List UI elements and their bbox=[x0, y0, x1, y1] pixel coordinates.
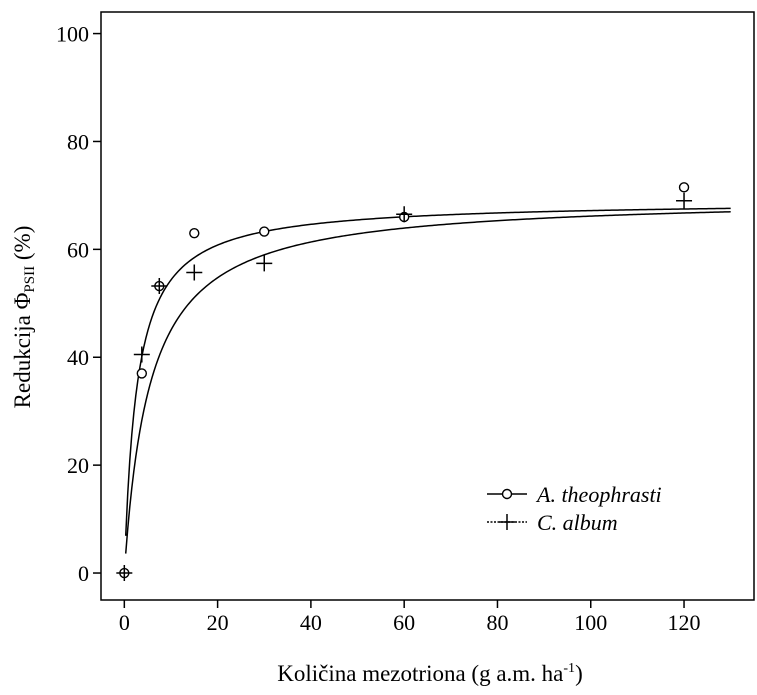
legend-label-2: C. album bbox=[537, 510, 618, 535]
legend: A. theophrasti C. album bbox=[487, 482, 662, 535]
y-tick-label: 100 bbox=[56, 22, 89, 47]
legend-marker-1 bbox=[501, 488, 513, 500]
point-series-2 bbox=[396, 206, 413, 223]
y-tick-label: 20 bbox=[67, 453, 89, 478]
y-axis-label-suffix: (%) bbox=[10, 226, 35, 266]
x-axis-label-superscript: -1 bbox=[563, 661, 575, 676]
y-tick-label: 80 bbox=[67, 129, 89, 154]
point-series-1 bbox=[189, 227, 200, 239]
x-tick-label: 60 bbox=[393, 610, 415, 635]
y-axis-label-prefix: Redukcija Φ bbox=[10, 292, 35, 408]
point-series-2 bbox=[116, 565, 133, 582]
fit-curve-2 bbox=[124, 211, 731, 554]
x-tick-label: 120 bbox=[668, 610, 701, 635]
x-tick-label: 100 bbox=[574, 610, 607, 635]
y-axis-label: Redukcija ΦPSII (%) bbox=[10, 226, 38, 409]
point-series-1 bbox=[259, 226, 270, 237]
point-series-1 bbox=[678, 182, 690, 193]
point-series-2 bbox=[676, 192, 693, 209]
y-tick-label: 60 bbox=[67, 237, 89, 262]
plot-frame bbox=[100, 11, 755, 601]
point-series-2 bbox=[256, 255, 273, 272]
y-tick-label: 0 bbox=[78, 561, 89, 586]
fit-curves bbox=[124, 207, 731, 554]
x-axis-label-end: ) bbox=[575, 661, 583, 686]
axes bbox=[100, 11, 755, 601]
x-axis-label-text: Količina mezotriona (g a.m. ha bbox=[277, 661, 563, 686]
x-tick-label: 80 bbox=[486, 610, 508, 635]
x-tick-label: 20 bbox=[207, 610, 229, 635]
legend-marker-2 bbox=[499, 514, 515, 530]
point-series-1 bbox=[136, 368, 148, 379]
x-tick-label: 0 bbox=[119, 610, 130, 635]
legend-label-1: A. theophrasti bbox=[535, 482, 662, 507]
x-tick-label: 40 bbox=[300, 610, 322, 635]
x-axis-label: Količina mezotriona (g a.m. ha-1) bbox=[277, 661, 582, 686]
point-series-2 bbox=[133, 346, 150, 363]
fit-curve-1 bbox=[124, 207, 731, 536]
y-axis-label-subscript: PSII bbox=[22, 266, 38, 293]
point-series-2 bbox=[186, 264, 203, 281]
y-tick-label: 40 bbox=[67, 345, 89, 370]
point-series-2 bbox=[151, 278, 168, 295]
data-points bbox=[116, 182, 693, 582]
ticks: 0 20 40 60 80 100 120 0 20 40 60 80 100 bbox=[56, 22, 701, 635]
